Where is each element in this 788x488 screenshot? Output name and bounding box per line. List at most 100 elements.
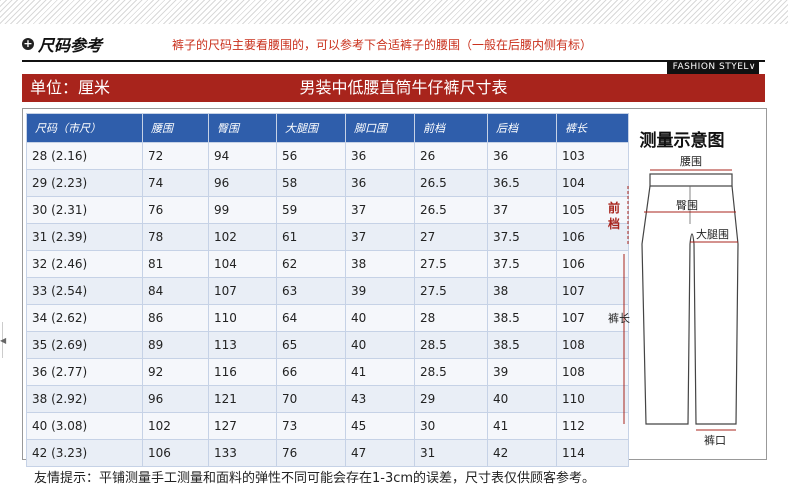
size-cell: 29 (2.23): [26, 169, 143, 197]
measurement-cell: 37.5: [487, 223, 557, 251]
measurement-cell: 96: [142, 385, 209, 413]
size-cell: 34 (2.62): [26, 304, 143, 332]
size-reference-title: 尺码参考: [38, 36, 103, 55]
waist-label: 腰围: [680, 155, 702, 168]
size-cell: 40 (3.08): [26, 412, 143, 440]
measurement-cell: 36.5: [487, 169, 557, 197]
measurement-cell: 27: [414, 223, 488, 251]
table-row: 33 (2.54) 84 107 63 39 27.5 38 107: [26, 277, 629, 305]
measurement-cell: 102: [208, 223, 277, 251]
table-row: 36 (2.77) 92 116 66 41 28.5 39 108: [26, 358, 629, 386]
measurement-cell: 58: [276, 169, 346, 197]
hem-label: 裤口: [704, 433, 726, 447]
measurement-cell: 116: [208, 358, 277, 386]
pants-illustration: 腰围 臀围 大腿围 前 档 裤长 裤口: [608, 155, 739, 447]
measurement-cell: 36: [345, 169, 415, 197]
measurement-cell: 107: [208, 277, 277, 305]
measurement-cell: 37: [345, 223, 415, 251]
column-header: 脚口围: [345, 113, 415, 143]
measurement-cell: 40: [345, 304, 415, 332]
measurement-cell: 61: [276, 223, 346, 251]
size-cell: 32 (2.46): [26, 250, 143, 278]
table-title: 男装中低腰直筒牛仔裤尺寸表: [299, 78, 508, 97]
left-leg-shape: [641, 185, 691, 425]
table-row: 42 (3.23) 106 133 76 47 31 42 114: [26, 439, 629, 467]
measurement-cell: 107: [556, 304, 629, 332]
column-header: 裤长: [556, 113, 629, 143]
measurement-cell: 26.5: [414, 169, 488, 197]
size-cell: 28 (2.16): [26, 142, 143, 170]
fashion-tag: FASHION STYEL∨: [666, 61, 759, 74]
measurement-cell: 113: [208, 331, 277, 359]
measurement-cell: 110: [556, 385, 629, 413]
measurement-cell: 63: [276, 277, 346, 305]
measurement-cell: 78: [142, 223, 209, 251]
table-row: 31 (2.39) 78 102 61 37 27 37.5 106: [26, 223, 629, 251]
measurement-cell: 59: [276, 196, 346, 224]
chevron-down-icon: ∨: [748, 62, 756, 72]
measurement-cell: 107: [556, 277, 629, 305]
measurement-cell: 26.5: [414, 196, 488, 224]
measurement-cell: 26: [414, 142, 488, 170]
size-cell: 36 (2.77): [26, 358, 143, 386]
measurement-cell: 104: [208, 250, 277, 278]
hip-label: 臀围: [676, 199, 698, 212]
measurement-cell: 28.5: [414, 331, 488, 359]
fashion-tag-label: FASHION STYEL: [672, 62, 749, 72]
measurement-cell: 114: [556, 439, 629, 467]
measurement-cell: 84: [142, 277, 209, 305]
size-cell: 38 (2.92): [26, 385, 143, 413]
crotch-shape: [689, 233, 695, 245]
size-cell: 42 (3.23): [26, 439, 143, 467]
size-reference-note: 裤子的尺码主要看腰围的，可以参考下合适裤子的腰围（一般在后腰内侧有标）: [172, 38, 593, 52]
chevron-left-icon[interactable]: ◀: [0, 336, 7, 345]
size-cell: 30 (2.31): [26, 196, 143, 224]
measurement-cell: 108: [556, 331, 629, 359]
measurement-cell: 36: [487, 142, 557, 170]
thigh-label: 大腿围: [696, 227, 729, 241]
measurement-cell: 42: [487, 439, 557, 467]
measurement-cell: 106: [142, 439, 209, 467]
size-cell: 33 (2.54): [26, 277, 143, 305]
table-header-row: 尺码（市尺） 腰围 臀围 大腿围 脚口围 前档 后档 裤长: [26, 113, 629, 143]
measurement-cell: 41: [487, 412, 557, 440]
table-row: 35 (2.69) 89 113 65 40 28.5 38.5 108: [26, 331, 629, 359]
table-row: 29 (2.23) 74 96 58 36 26.5 36.5 104: [26, 169, 629, 197]
measurement-cell: 31: [414, 439, 488, 467]
measurement-cell: 47: [345, 439, 415, 467]
measurement-cell: 29: [414, 385, 488, 413]
measurement-cell: 66: [276, 358, 346, 386]
measurement-cell: 127: [208, 412, 277, 440]
measurement-cell: 65: [276, 331, 346, 359]
measurement-cell: 105: [556, 196, 629, 224]
front-rise-label-1: 前: [608, 200, 620, 215]
measurement-cell: 64: [276, 304, 346, 332]
right-leg-shape: [693, 185, 739, 425]
scroll-edge: [2, 322, 3, 358]
measurement-cell: 103: [556, 142, 629, 170]
measurement-cell: 76: [142, 196, 209, 224]
plus-circle-icon: +: [22, 37, 34, 50]
measurement-cell: 28.5: [414, 358, 488, 386]
table-row: 30 (2.31) 76 99 59 37 26.5 37 105: [26, 196, 629, 224]
top-hatch-strip: [0, 0, 788, 24]
measurement-cell: 94: [208, 142, 277, 170]
size-table: 尺码（市尺） 腰围 臀围 大腿围 脚口围 前档 后档 裤长 28 (2.16) 7…: [26, 113, 629, 467]
measurement-cell: 102: [142, 412, 209, 440]
table-row: 38 (2.92) 96 121 70 43 29 40 110: [26, 385, 629, 413]
table-row: 32 (2.46) 81 104 62 38 27.5 37.5 106: [26, 250, 629, 278]
measurement-cell: 38.5: [487, 331, 557, 359]
column-header: 后档: [487, 113, 557, 143]
size-reference-heading: + 尺码参考: [22, 33, 102, 55]
diagram-title: 测量示意图: [639, 131, 725, 151]
table-row: 34 (2.62) 86 110 64 40 28 38.5 107: [26, 304, 629, 332]
measurement-cell: 27.5: [414, 277, 488, 305]
measurement-cell: 45: [345, 412, 415, 440]
measurement-cell: 92: [142, 358, 209, 386]
measurement-cell: 56: [276, 142, 346, 170]
measurement-cell: 133: [208, 439, 277, 467]
divider-line: [22, 60, 765, 62]
front-rise-label-2: 档: [608, 216, 620, 231]
column-header: 尺码（市尺）: [26, 113, 143, 143]
column-header: 大腿围: [276, 113, 346, 143]
